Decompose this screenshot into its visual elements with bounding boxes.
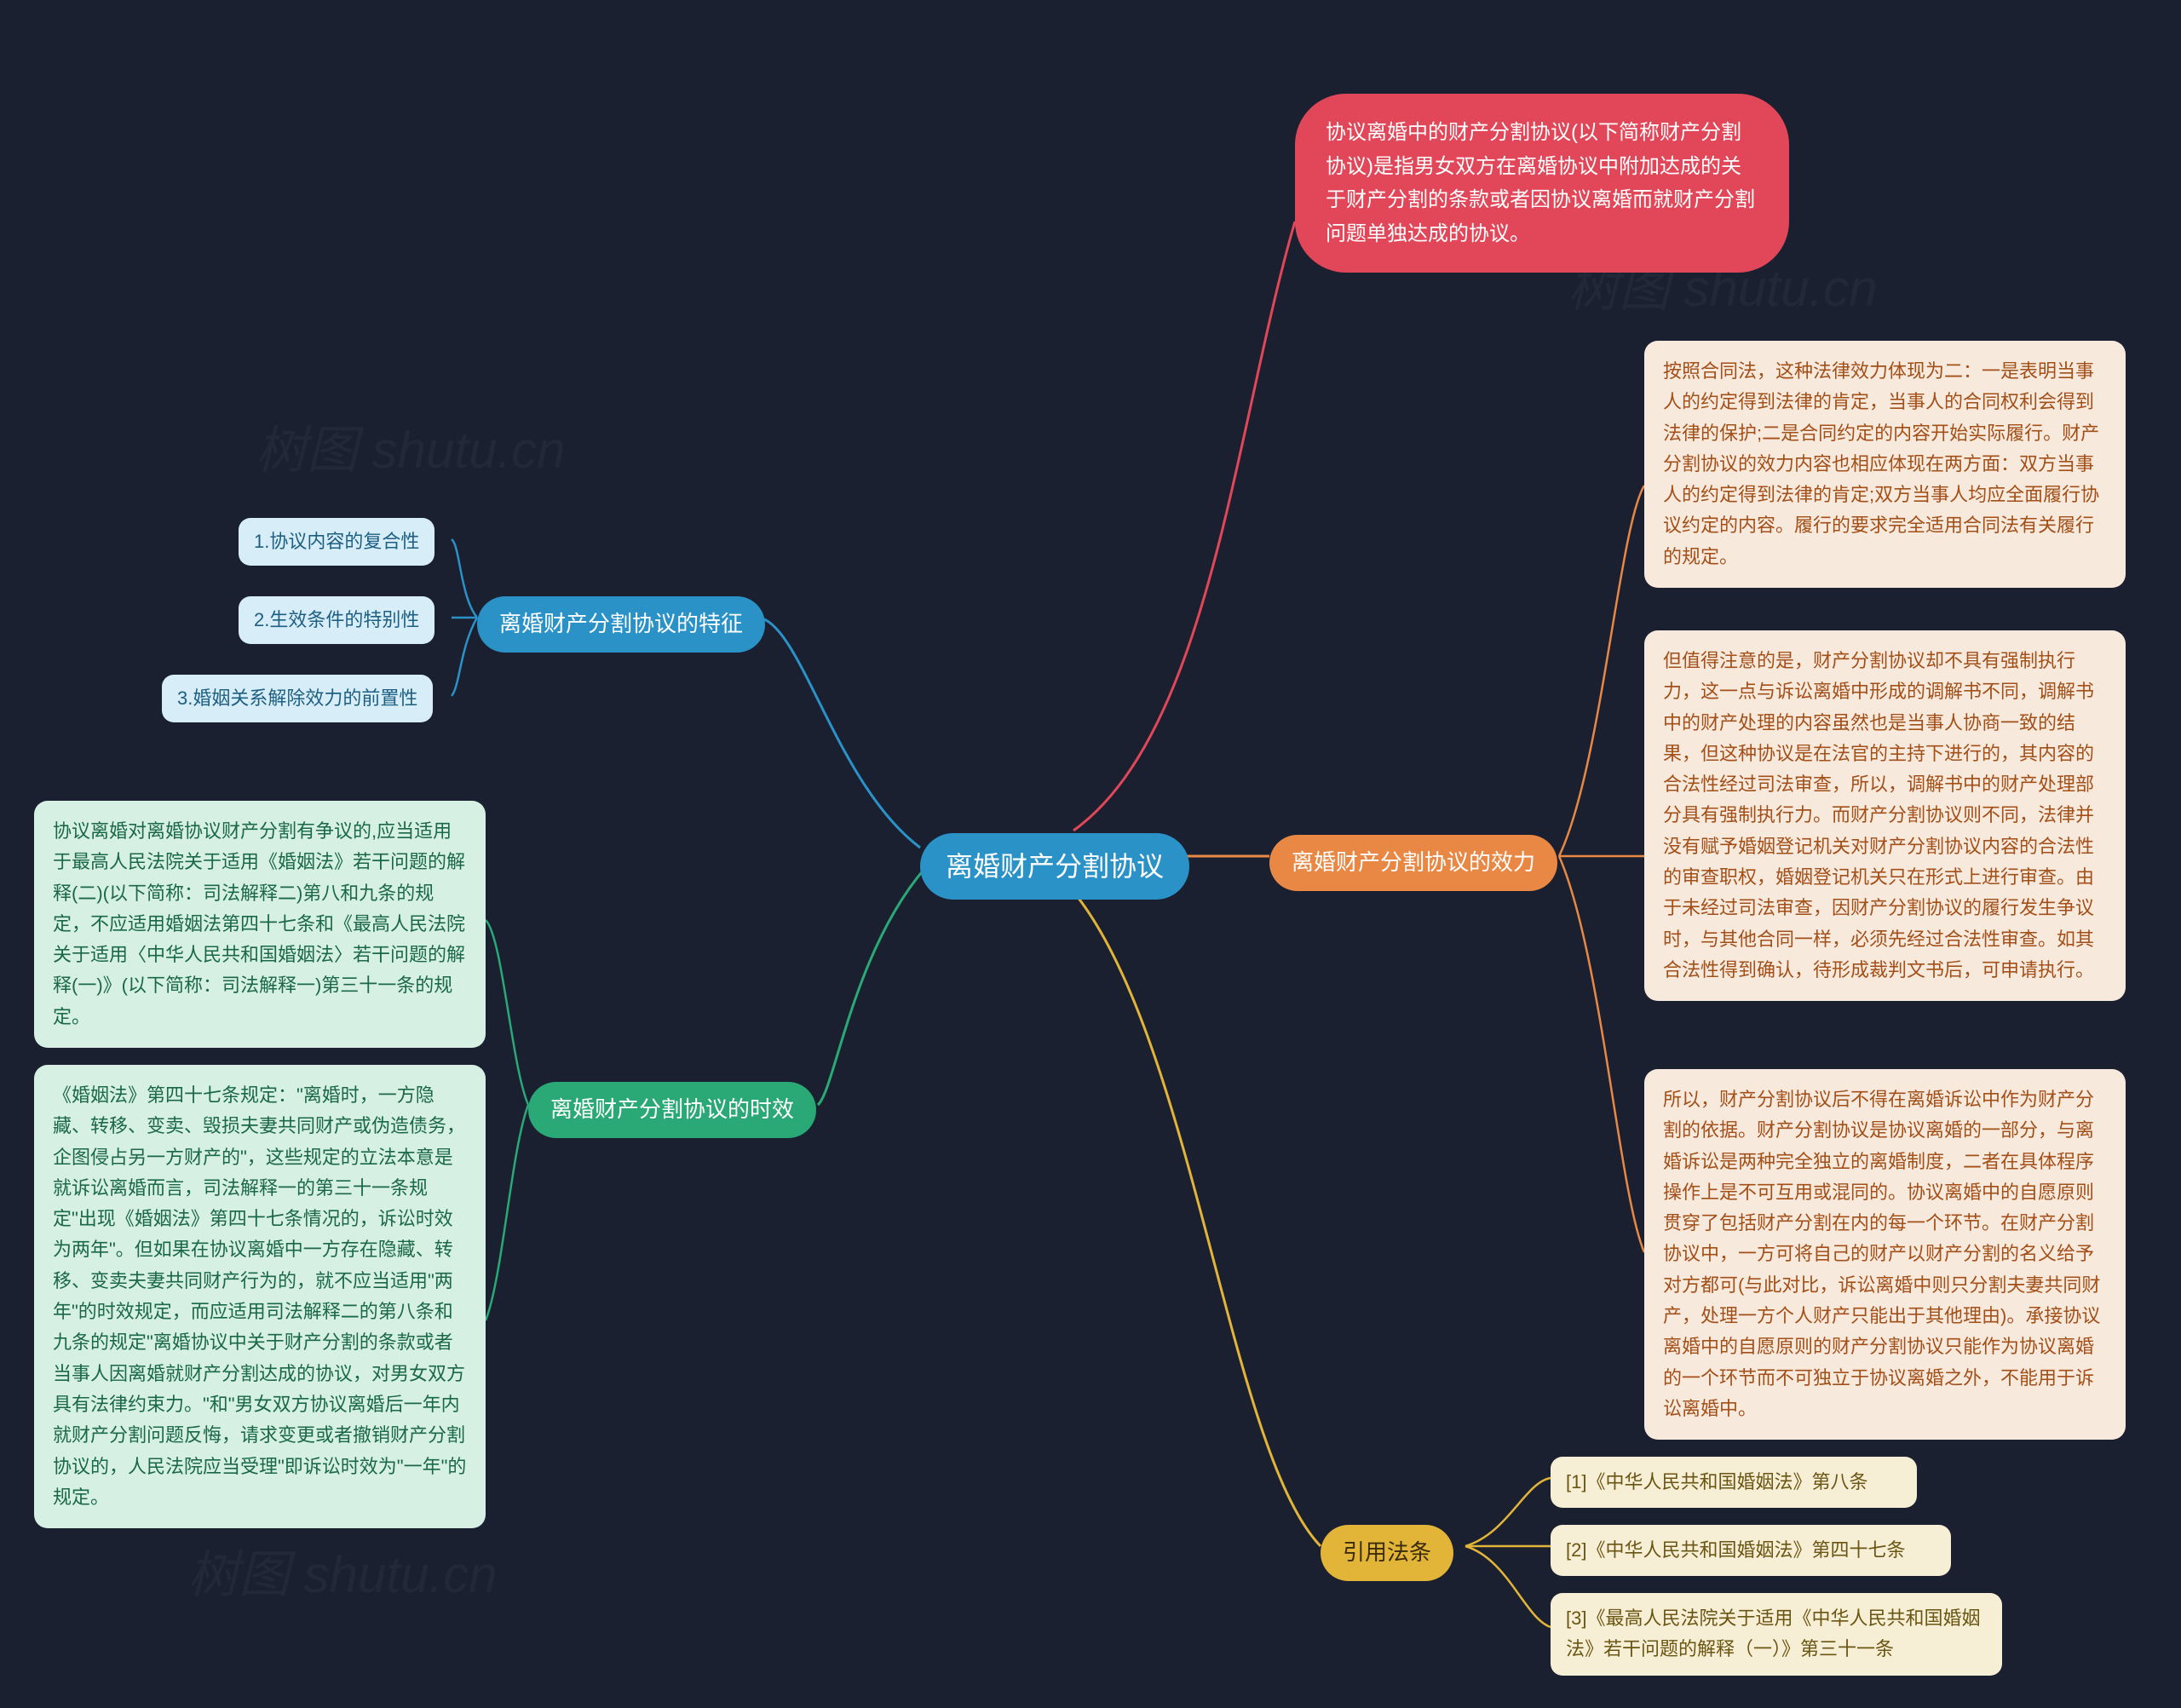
limitation-leaf-1[interactable]: 协议离婚对离婚协议财产分割有争议的,应当适用于最高人民法院关于适用《婚姻法》若干… <box>34 801 486 1048</box>
features-leaf-2[interactable]: 2.生效条件的特别性 <box>239 596 434 644</box>
laws-leaf-2[interactable]: [2]《中华人民共和国婚姻法》第四十七条 <box>1551 1525 1951 1576</box>
definition-node[interactable]: 协议离婚中的财产分割协议(以下简称财产分割协议)是指男女双方在离婚协议中附加达成… <box>1295 94 1789 273</box>
root-node[interactable]: 离婚财产分割协议 <box>920 833 1189 900</box>
features-leaf-1[interactable]: 1.协议内容的复合性 <box>239 518 434 566</box>
limitation-leaf-2[interactable]: 《婚姻法》第四十七条规定："离婚时，一方隐藏、转移、变卖、毁损夫妻共同财产或伪造… <box>34 1065 486 1528</box>
laws-branch[interactable]: 引用法条 <box>1321 1525 1453 1581</box>
features-leaf-3[interactable]: 3.婚姻关系解除效力的前置性 <box>162 675 433 722</box>
features-branch[interactable]: 离婚财产分割协议的特征 <box>477 596 765 653</box>
effect-leaf-3[interactable]: 所以，财产分割协议后不得在离婚诉讼中作为财产分割的依据。财产分割协议是协议离婚的… <box>1644 1069 2126 1440</box>
watermark: 树图 shutu.cn <box>187 1533 498 1607</box>
effect-leaf-2[interactable]: 但值得注意的是，财产分割协议却不具有强制执行力，这一点与诉讼离婚中形成的调解书不… <box>1644 630 2126 1001</box>
limitation-branch[interactable]: 离婚财产分割协议的时效 <box>528 1082 816 1138</box>
watermark: 树图 shutu.cn <box>256 409 566 483</box>
laws-leaf-3[interactable]: [3]《最高人民法院关于适用《中华人民共和国婚姻法》若干问题的解释（一）》第三十… <box>1551 1593 2002 1676</box>
effect-leaf-1[interactable]: 按照合同法，这种法律效力体现为二：一是表明当事人的约定得到法律的肯定，当事人的合… <box>1644 341 2126 588</box>
laws-leaf-1[interactable]: [1]《中华人民共和国婚姻法》第八条 <box>1551 1457 1917 1508</box>
effect-branch[interactable]: 离婚财产分割协议的效力 <box>1269 835 1557 891</box>
